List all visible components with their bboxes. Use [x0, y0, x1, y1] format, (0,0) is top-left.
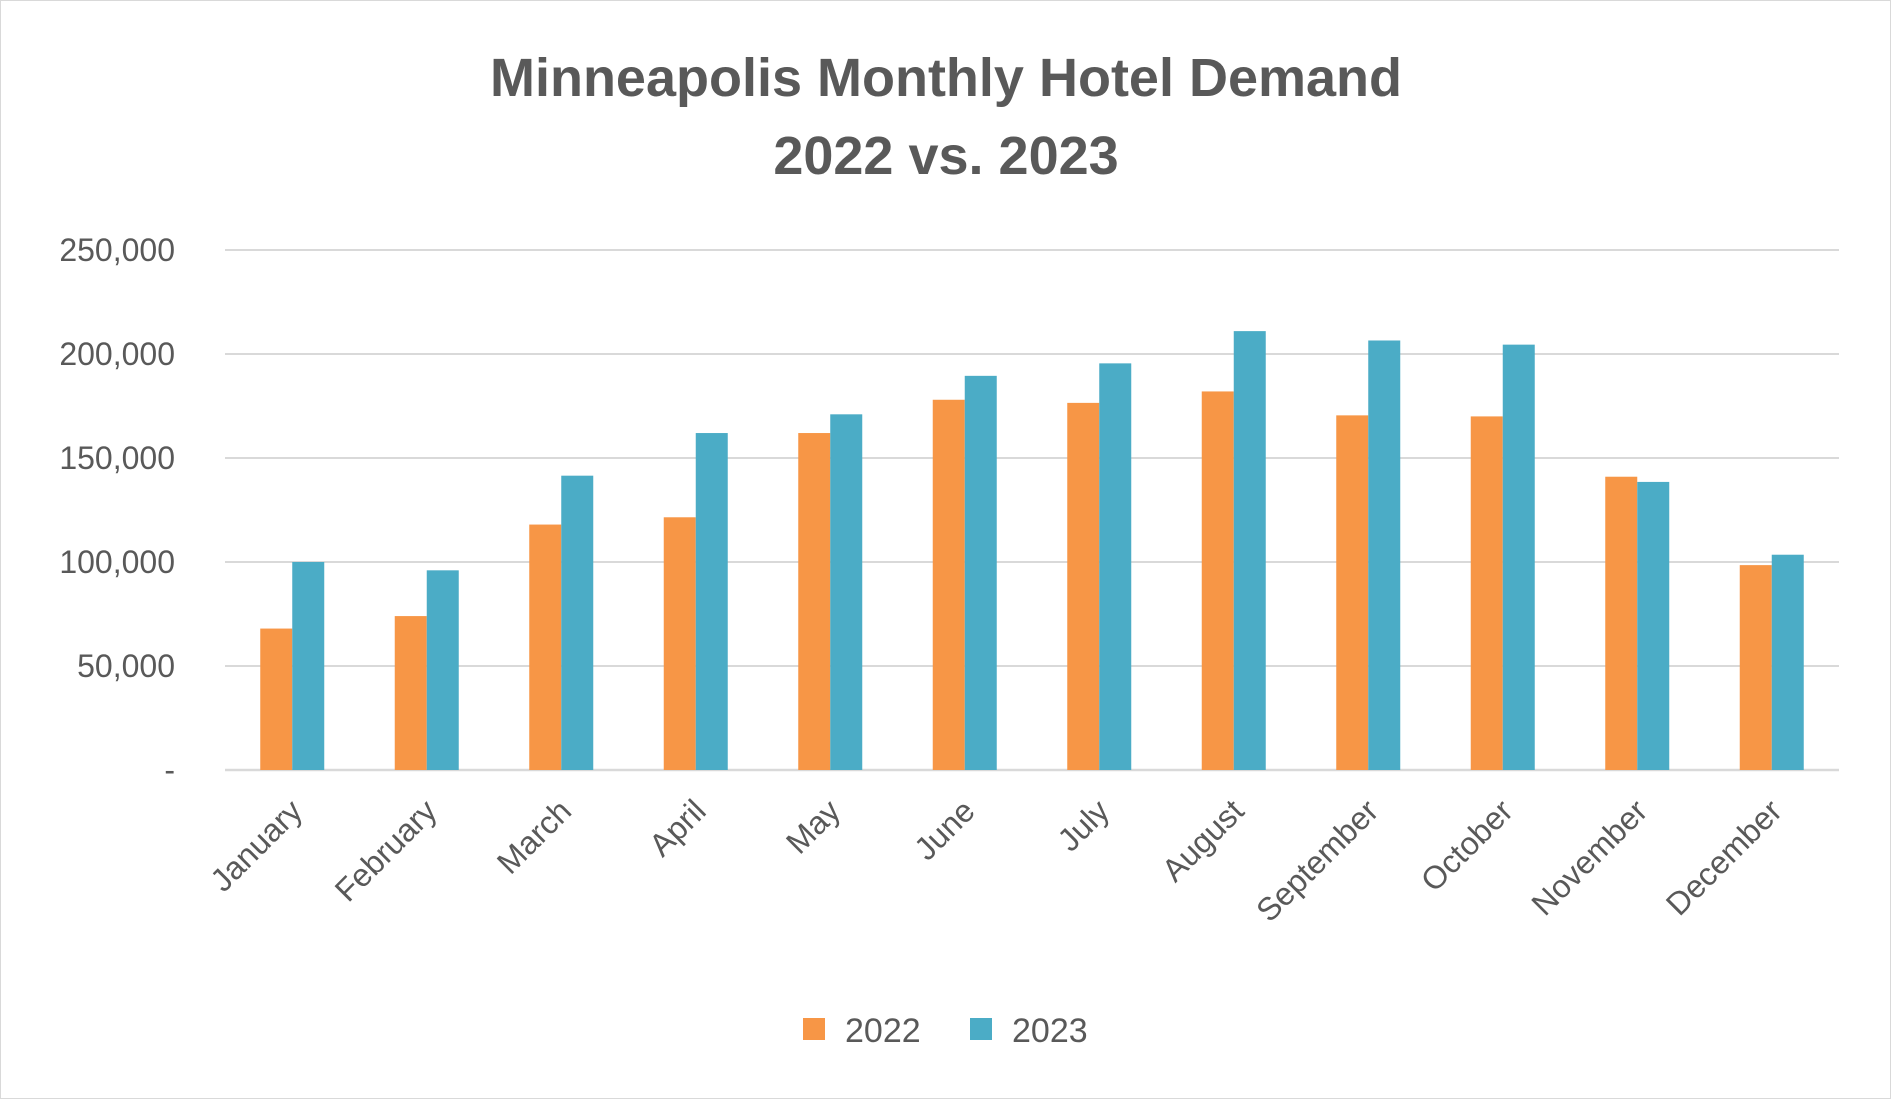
bars — [260, 331, 1804, 770]
bar-2023-june — [964, 375, 997, 770]
bar-2023-september — [1368, 340, 1401, 770]
x-tick-label: March — [490, 792, 578, 880]
y-tick-label: 250,000 — [59, 232, 175, 268]
bar-2022-may — [798, 433, 831, 770]
x-tick-label: September — [1249, 792, 1385, 928]
bar-2022-march — [529, 524, 562, 770]
bar-2023-july — [1099, 363, 1132, 770]
x-tick-label: November — [1524, 792, 1654, 922]
legend-swatch-2023 — [970, 1018, 992, 1040]
bar-2022-august — [1201, 391, 1234, 770]
bar-2023-october — [1502, 344, 1535, 770]
x-tick-label: October — [1414, 792, 1520, 898]
bar-2023-december — [1771, 554, 1804, 770]
bar-2023-november — [1637, 481, 1670, 770]
x-tick-label: April — [642, 792, 713, 863]
x-tick-label: December — [1659, 792, 1789, 922]
x-tick-label: May — [779, 792, 847, 860]
chart-subtitle: 2022 vs. 2023 — [773, 126, 1118, 186]
x-tick-label: July — [1051, 792, 1117, 858]
bar-2022-december — [1739, 565, 1772, 770]
bar-2023-february — [426, 570, 459, 770]
bar-2022-september — [1336, 415, 1369, 770]
bar-2023-august — [1233, 331, 1266, 770]
bar-2023-january — [292, 562, 325, 770]
chart-title: Minneapolis Monthly Hotel Demand — [490, 48, 1402, 108]
bar-2022-july — [1067, 402, 1100, 770]
x-axis-ticks: January February March April May June July Augu… — [203, 792, 1789, 928]
bar-2023-march — [561, 475, 594, 770]
x-tick-label: August — [1155, 792, 1251, 888]
bar-2022-april — [663, 517, 696, 770]
legend-swatch-2022 — [803, 1018, 825, 1040]
x-tick-label: June — [907, 792, 982, 867]
y-tick-label: 150,000 — [59, 440, 175, 476]
y-axis-ticks: - 50,000 100,000 150,000 200,000 250,000 — [59, 232, 175, 788]
legend-label-2022: 2022 — [845, 1012, 921, 1050]
gridlines — [225, 249, 1839, 772]
bar-2022-october — [1470, 416, 1503, 770]
y-tick-label: 200,000 — [59, 336, 175, 372]
bar-2023-april — [695, 433, 728, 770]
legend: 2022 2023 — [803, 1012, 1088, 1050]
bar-2023-may — [830, 414, 863, 770]
bar-2022-january — [260, 628, 293, 770]
legend-label-2023: 2023 — [1012, 1012, 1088, 1050]
y-tick-label: - — [164, 752, 175, 788]
bar-2022-november — [1605, 476, 1638, 770]
bar-2022-june — [932, 399, 965, 770]
y-tick-label: 50,000 — [77, 648, 175, 684]
x-tick-label: January — [203, 792, 309, 898]
bar-2022-february — [394, 616, 427, 770]
x-tick-label: February — [328, 792, 444, 908]
y-tick-label: 100,000 — [59, 544, 175, 580]
